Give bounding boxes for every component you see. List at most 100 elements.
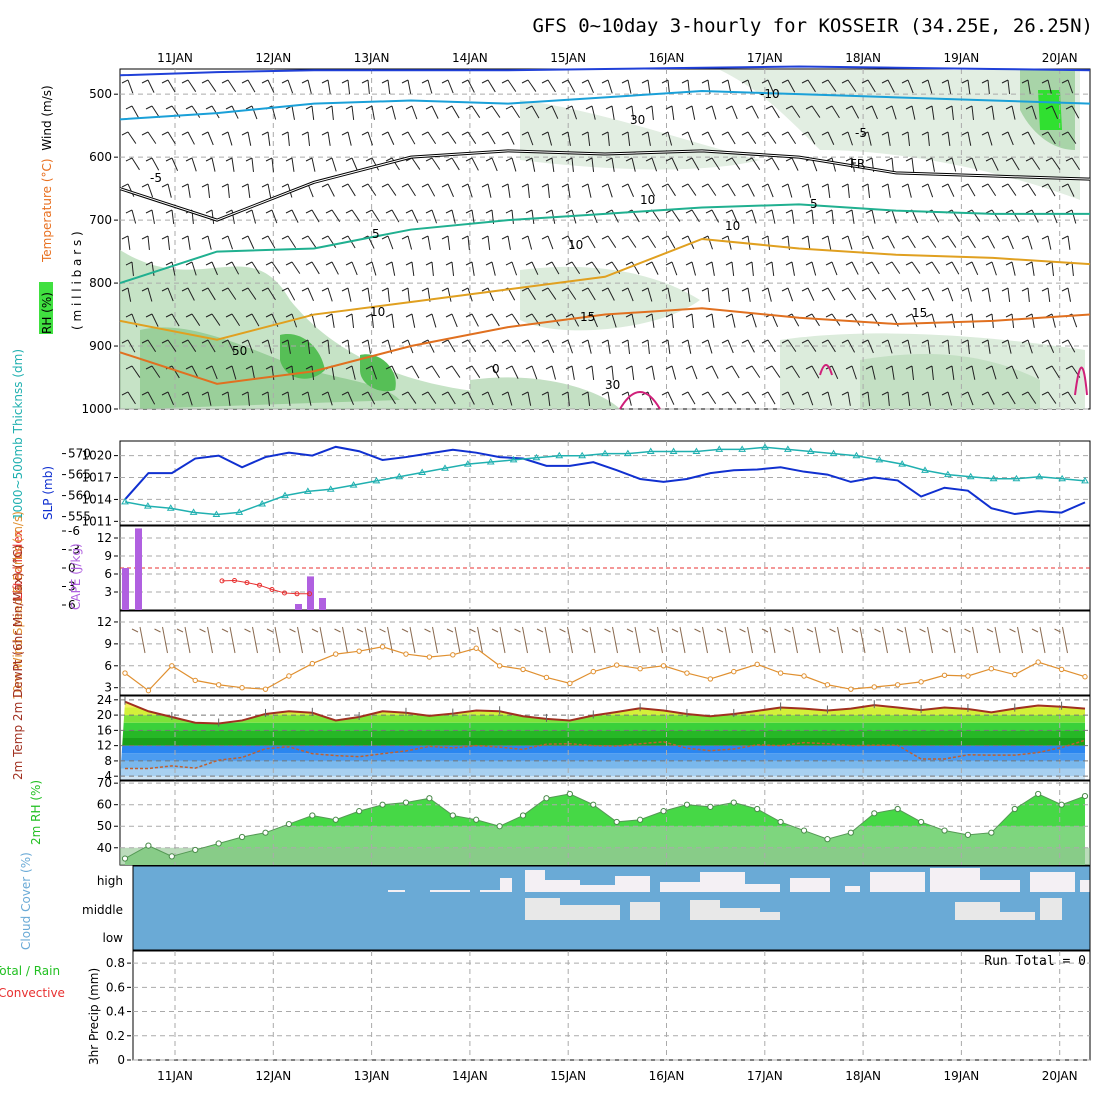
wind-barb-flag [161,183,169,188]
wind-barb [187,339,197,352]
x-tick-label: 19JAN [944,51,980,65]
wind-barb [867,339,874,354]
wind-barb [131,261,134,276]
wind10m-barb-flag [289,628,296,633]
wind-barb-flag [925,105,933,110]
thickness-point [463,460,472,467]
wind-barb-flag [485,157,493,162]
wind-barb-flag [761,131,769,136]
wind-barb-flag [625,365,633,370]
wind10m-barb [792,626,798,654]
wind-barb [631,365,635,380]
wind-barb-flag [305,157,313,162]
wind-barb [427,183,436,197]
wind-barb-flag [501,339,509,344]
wind-barb-flag [1065,209,1073,214]
wind-barb-flag [621,235,629,240]
wind-barb [491,261,496,276]
wind-barb [287,131,290,146]
wind-barb-flag [741,287,749,292]
wind-barb [651,365,655,380]
wind-barb-flag [585,261,593,266]
wind10m-barb-flag [244,628,251,633]
wind-barb [991,365,997,380]
wind-barb [251,365,256,380]
y-tick-label: 3 [68,580,76,594]
wind-barb [367,287,371,302]
ylabel-slp: SLP (mb) [41,466,55,520]
wind-barb-flag [241,183,249,188]
y-tick-label: 70 [97,776,112,790]
wind10m-barb-flag [131,628,139,633]
wind-barb [891,365,895,380]
wind-barb-flag [601,339,609,344]
wind-barb [827,339,836,353]
wind-barb-flag [305,105,313,110]
cloud-cell-high [580,885,615,892]
wind-barb-flag [1041,131,1049,136]
wind-barb [307,131,311,146]
thickness-point [166,504,175,511]
wind-barb-flag [905,157,913,162]
wind-barb [671,313,674,328]
wind-barb-flag [645,365,653,370]
wind-barb-flag [1061,235,1069,240]
wind10m-speed-point [614,662,620,668]
wind-barb [727,131,736,145]
wind-barb [347,287,352,302]
wind10m-speed-point [754,661,760,668]
wind-barb-flag [1001,131,1009,136]
wind-barb-flag [421,391,429,396]
wind-barb-flag [545,261,553,266]
wind-barb [1047,287,1051,302]
wind-barb-flag [465,261,473,266]
wind-barb-flag [121,131,129,136]
wind-barb [811,313,820,327]
contour-label: 30 [605,378,620,392]
wind-barb-flag [485,261,493,266]
wind-barb-flag [325,157,333,162]
wind10m-barb [769,626,776,654]
wind-barb [127,287,132,302]
wind-barb-flag [721,339,729,344]
cape-bar [135,528,142,610]
wind-barb-flag [261,131,269,136]
wind-barb [647,235,657,249]
rh2m-point [941,827,948,834]
wind-barb-flag [241,287,249,292]
x-tick-label: 14JAN [452,51,488,65]
wind-barb-flag [1021,131,1029,136]
wind-barb [307,391,312,406]
wind-barb-flag [461,391,469,396]
wind-barb-flag [541,391,549,396]
wind-barb-flag [765,209,773,214]
wind-barb [311,313,316,328]
rh-contour-dry [819,364,833,376]
wind-barb-flag [961,391,969,396]
wind-barb [267,391,270,406]
wind-barb [531,261,539,275]
wind-barb-flag [781,79,789,84]
wind-barb-flag [225,105,233,110]
wind10m-barb-flag [964,628,971,633]
wind-barb [471,105,481,118]
wind-barb-flag [945,313,953,318]
wind-barb-flag [401,79,409,84]
wind-barb [931,261,940,275]
thickness-point [418,468,427,475]
y-tick-label: 6 [68,598,76,612]
wind-barb [531,209,535,224]
wind-barb-flag [885,261,893,266]
wind-barb [647,183,656,197]
wind-barb [891,157,894,172]
wind-barb [1011,365,1018,380]
y-tick-label: 3 [104,681,112,695]
wind-barb [867,287,877,300]
rh2m-point [145,842,152,849]
wind-barb [151,261,155,276]
wind-barb-flag [201,183,209,188]
wind-barb [967,183,976,197]
wind-barb-flag [901,287,909,292]
wind-barb-flag [941,79,949,84]
wind10m-barb-flag [604,628,611,633]
